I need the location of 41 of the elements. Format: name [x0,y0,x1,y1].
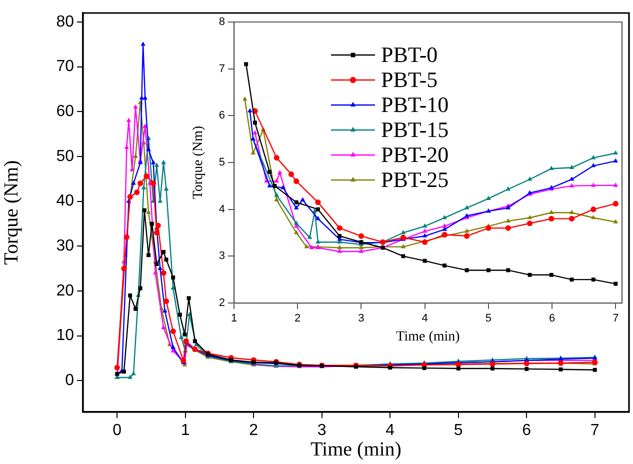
legend-label: PBT-20 [381,142,449,167]
y-tick-label: 0 [65,372,74,390]
x-tick-label: 5 [485,312,492,325]
legend-label: PBT-25 [381,166,449,192]
y-tick-label: 6 [218,110,225,122]
x-tick-label: 4 [422,312,428,325]
y-tick-label: 10 [56,327,74,344]
x-tick-label: 7 [590,422,600,440]
x-tick-label: 3 [358,312,364,325]
y-tick-label: 7 [218,62,225,75]
x-tick-label: 1 [180,422,190,440]
y-tick-label: 70 [56,58,74,76]
x-tick-label: 6 [522,422,532,440]
y-tick-label: 80 [56,13,74,30]
x-tick-label: 1 [230,312,238,325]
y-tick-label: 60 [56,103,74,120]
x-tick-label: 6 [548,312,556,325]
x-tick-label: 5 [454,422,463,440]
legend-label: PBT-10 [381,92,449,117]
y-tick-label: 3 [218,250,225,262]
y-axis-title: Torque (Nm) [191,126,206,200]
y-tick-label: 40 [56,192,74,210]
x-axis-title: Time (min) [310,438,402,460]
x-tick-label: 4 [386,422,395,440]
y-tick-label: 4 [218,203,225,216]
y-tick-label: 30 [56,238,74,255]
y-tick-label: 5 [218,156,225,169]
y-tick-label: 2 [218,297,225,310]
legend-label: PBT-5 [381,66,438,92]
legend-label: PBT-15 [381,116,449,142]
y-tick-label: 8 [218,16,225,28]
x-tick-label: 7 [612,312,619,325]
y-axis-title: Torque (Nm) [0,160,22,265]
x-tick-label: 0 [112,422,122,440]
x-tick-label: 2 [294,312,301,325]
y-tick-label: 50 [56,148,74,165]
x-tick-label: 3 [317,422,326,440]
legend-label: PBT-0 [381,42,438,67]
x-axis-title: Time (min) [396,329,460,344]
y-tick-label: 20 [56,282,74,300]
x-tick-label: 2 [249,422,258,440]
